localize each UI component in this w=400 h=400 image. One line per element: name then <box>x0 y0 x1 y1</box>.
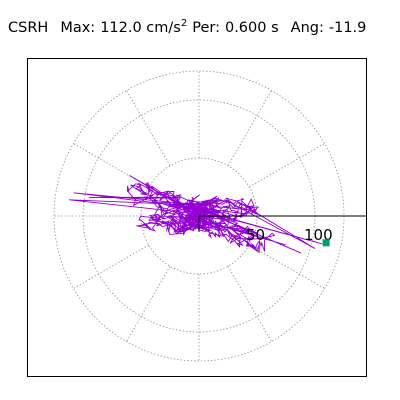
angle-label: Ang: <box>290 20 324 36</box>
tick-label-50: 50 <box>246 226 265 244</box>
max-unit-exponent: 2 <box>180 18 188 29</box>
axes <box>198 215 366 232</box>
max-label: Max: <box>60 20 96 36</box>
angle-value: -11.9 <box>328 20 367 36</box>
max-value: 112.0 cm/s <box>100 20 181 36</box>
grid-spoke-240 <box>126 266 171 342</box>
grid-spoke-300 <box>227 266 272 342</box>
period-value: 0.600 s <box>224 20 279 36</box>
chart-header: CSRH Max: 112.0 cm/s2 Per: 0.600 s Ang: -11.9 <box>8 18 366 36</box>
period-label: Per: <box>192 20 220 36</box>
peak-marker <box>322 239 330 247</box>
orbit-trace <box>69 175 323 254</box>
grid-spoke-330 <box>249 244 325 289</box>
grid-spoke-60 <box>227 90 272 166</box>
station-code: CSRH <box>8 20 49 36</box>
grid-spoke-120 <box>126 90 171 166</box>
orbit-path <box>69 175 323 254</box>
grid-spoke-30 <box>249 143 325 188</box>
grid-spoke-210 <box>73 244 149 289</box>
